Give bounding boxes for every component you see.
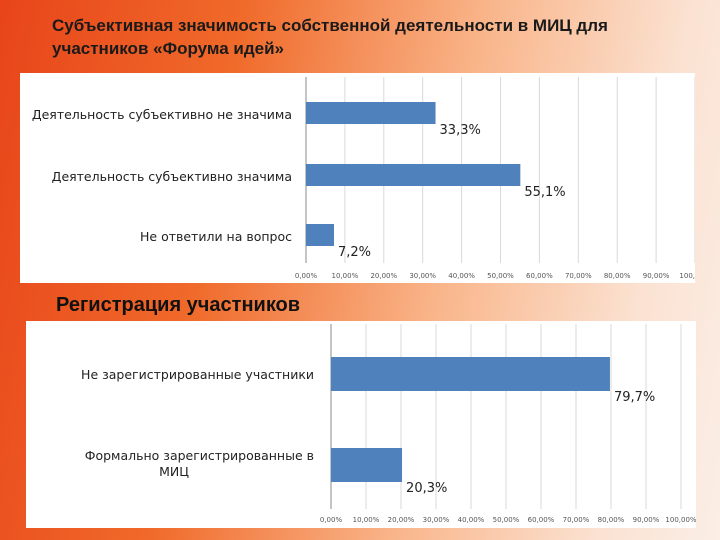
- chart1-bar: [306, 102, 436, 124]
- chart2-tick-label: 20,00%: [388, 516, 415, 524]
- chart1-category-label: Деятельность субъективно значима: [52, 169, 292, 184]
- chart1-data-label: 55,1%: [524, 185, 565, 200]
- chart1-data-label: 33,3%: [440, 123, 481, 138]
- chart2-category-label: Формально зарегистрированные в МИЦ: [85, 448, 314, 479]
- chart2-bar: [331, 448, 403, 482]
- chart2-tick-label: 70,00%: [563, 516, 590, 524]
- chart1-tick-label: 40,00%: [448, 272, 475, 280]
- chart1-tick-label: 10,00%: [332, 272, 359, 280]
- chart1-tick-label: 50,00%: [487, 272, 514, 280]
- chart2-tick-label: 30,00%: [423, 516, 450, 524]
- chart1-bar: [306, 164, 521, 186]
- chart2-tick-label: 40,00%: [458, 516, 485, 524]
- chart2-tick-label: 100,00%: [665, 516, 696, 524]
- chart1-tick-label: 80,00%: [604, 272, 631, 280]
- chart1-data-label: 7,2%: [338, 245, 371, 260]
- chart2-bar: [331, 357, 610, 391]
- chart-panel-registration: 0,00% 10,00% 20,00% 30,00% 40,00% 50,00% 60,00…: [26, 321, 696, 528]
- section-title: Регистрация участников: [56, 294, 301, 316]
- chart1-bar: [306, 224, 335, 246]
- chart1-tick-label: 100,00%: [679, 272, 695, 280]
- chart2-data-label: 79,7%: [614, 390, 655, 405]
- significance-chart: 0,00% 10,00% 20,00% 30,00% 40,00% 50,00% 60,00…: [32, 77, 695, 280]
- chart1-tick-label: 70,00%: [565, 272, 592, 280]
- chart1-category-label: Деятельность субъективно не значима: [32, 107, 292, 122]
- chart2-tick-label: 10,00%: [353, 516, 380, 524]
- chart2-category-label: Не зарегистрированные участники: [81, 367, 314, 382]
- chart1-category-label: Не ответили на вопрос: [140, 229, 292, 244]
- chart2-tick-label: 0,00%: [320, 516, 343, 524]
- chart2-tick-label: 60,00%: [528, 516, 555, 524]
- chart-panel-significance: 0,00% 10,00% 20,00% 30,00% 40,00% 50,00% 60,00…: [20, 73, 695, 283]
- chart1-tick-label: 90,00%: [643, 272, 670, 280]
- chart1-tick-label: 60,00%: [526, 272, 553, 280]
- chart2-tick-label: 80,00%: [598, 516, 625, 524]
- registration-chart: 0,00% 10,00% 20,00% 30,00% 40,00% 50,00% 60,00…: [81, 324, 696, 524]
- chart2-tick-label: 50,00%: [493, 516, 520, 524]
- chart1-tick-label: 30,00%: [409, 272, 436, 280]
- chart2-tick-label: 90,00%: [633, 516, 660, 524]
- chart1-tick-label: 20,00%: [370, 272, 397, 280]
- slide-title: Субъективная значимость собственной деят…: [52, 16, 608, 58]
- chart2-data-label: 20,3%: [406, 481, 447, 496]
- chart1-tick-label: 0,00%: [295, 272, 318, 280]
